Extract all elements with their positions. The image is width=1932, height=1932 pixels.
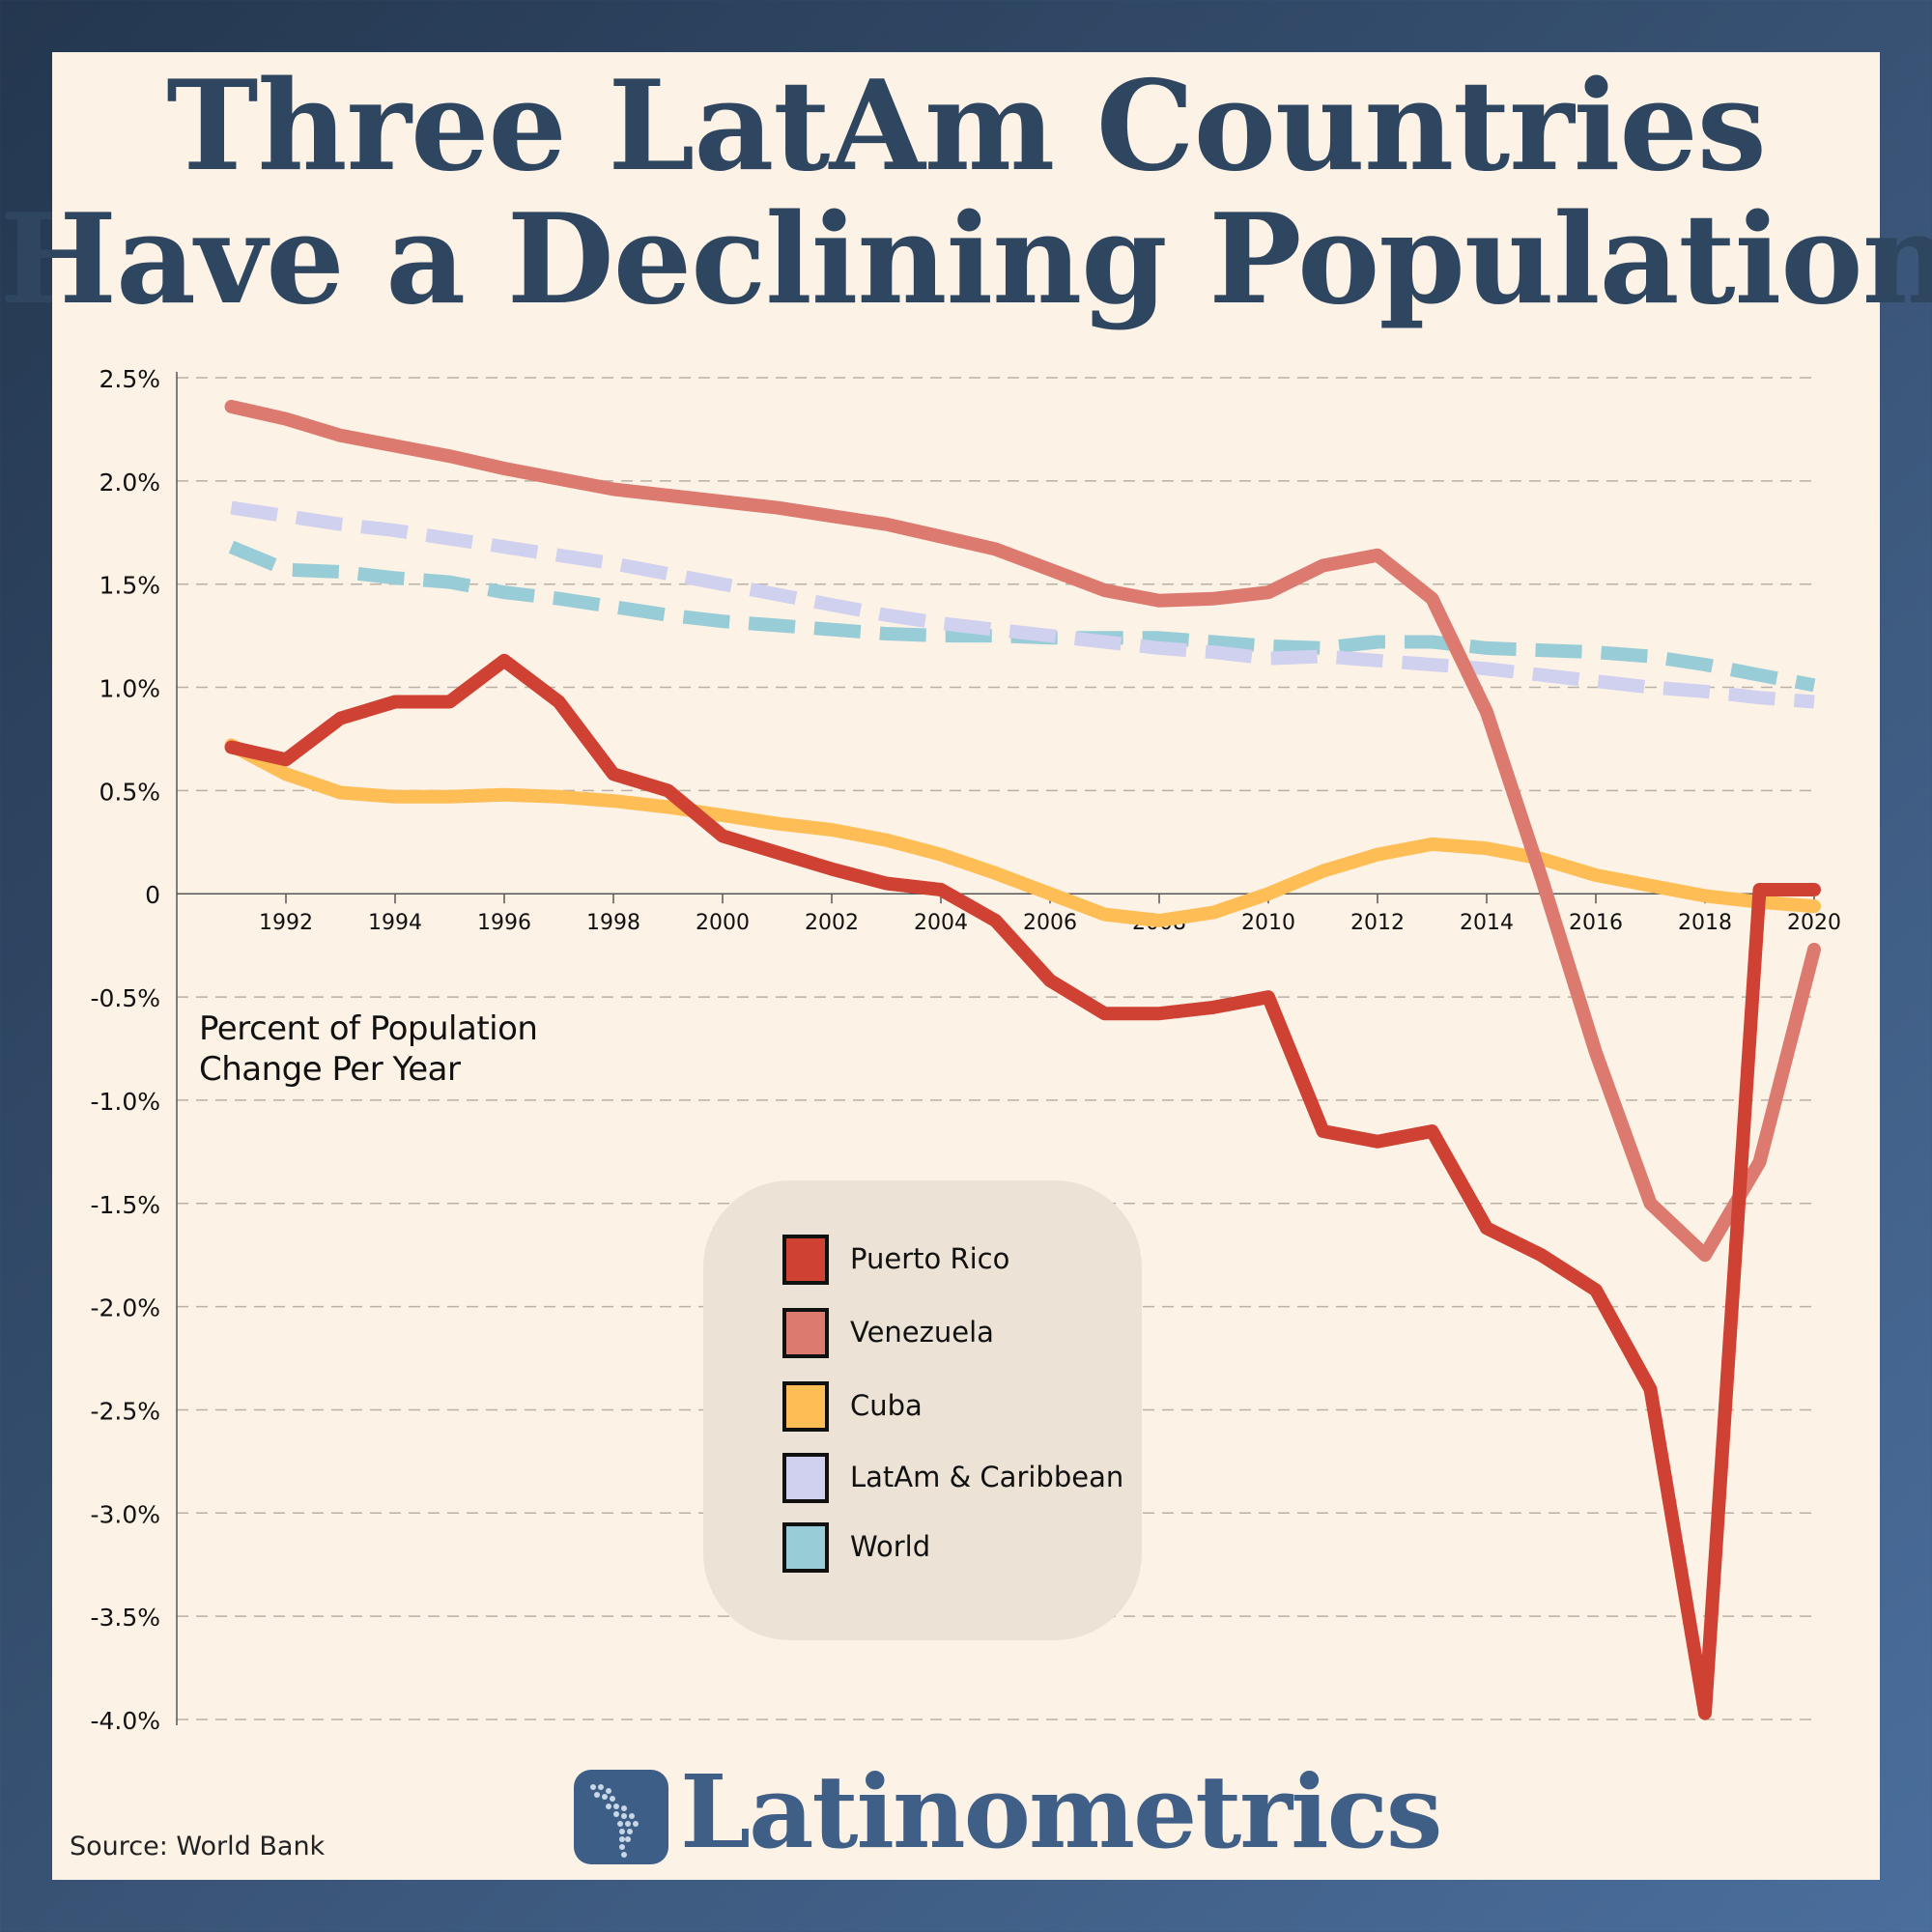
series-line-puerto-rico — [224, 653, 1821, 1720]
y-tick-label: 2.5% — [99, 365, 160, 393]
y-tick-label: -0.5% — [90, 984, 160, 1012]
x-tick-label: 1992 — [259, 911, 313, 935]
legend-item-cuba: Cuba — [782, 1381, 1140, 1439]
legend-swatch-venezuela — [782, 1308, 829, 1358]
x-tick-label: 2000 — [696, 911, 750, 935]
y-tick-label: -3.0% — [90, 1500, 160, 1528]
legend-swatch-world — [782, 1522, 829, 1573]
title-line-2: Have a Declining Population — [0, 187, 1932, 332]
y-tick-label: -3.5% — [90, 1604, 160, 1632]
legend-label-cuba: Cuba — [850, 1389, 923, 1422]
x-tick-label: 2004 — [914, 911, 968, 935]
legend-swatch-cuba — [782, 1381, 829, 1432]
x-tick-label: 2016 — [1569, 911, 1623, 935]
chart-title: Three LatAm Countries Have a Declining P… — [0, 60, 1932, 327]
legend-label-world: World — [850, 1530, 931, 1563]
y-tick-label: 0.5% — [99, 778, 160, 806]
x-tick-label: 2006 — [1023, 911, 1077, 935]
y-tick-label: 1.0% — [99, 675, 160, 703]
x-tick-label: 1994 — [368, 911, 422, 935]
x-tick-label: 2014 — [1460, 911, 1514, 935]
x-tick-label: 1998 — [586, 911, 640, 935]
x-tick-label: 2020 — [1787, 911, 1841, 935]
x-tick-label: 2018 — [1678, 911, 1732, 935]
series-line-latam-caribbean — [230, 500, 1815, 709]
series-line-venezuela — [224, 399, 1821, 1263]
legend-item-puerto-rico: Puerto Rico — [782, 1235, 1140, 1293]
legend-label-puerto-rico: Puerto Rico — [850, 1242, 1010, 1275]
legend-item-latam-caribbean: LatAm & Caribbean — [782, 1453, 1140, 1511]
series-line-cuba — [224, 738, 1821, 927]
brand-name: Latinometrics — [680, 1752, 1442, 1871]
series-lines — [224, 399, 1821, 1720]
legend: Puerto Rico Venezuela Cuba LatAm & Carib… — [703, 1180, 1142, 1640]
y-tick-label: -1.5% — [90, 1191, 160, 1219]
series-line-world — [228, 540, 1816, 693]
y-tick-label: -2.5% — [90, 1397, 160, 1425]
y-tick-label: 2.0% — [99, 469, 160, 497]
legend-item-venezuela: Venezuela — [782, 1308, 1140, 1366]
grid-lines — [177, 377, 1816, 1720]
y-axis-label-line-1: Percent of Population — [199, 1009, 538, 1048]
legend-swatch-puerto-rico — [782, 1235, 829, 1285]
y-tick-label: -2.0% — [90, 1294, 160, 1322]
legend-label-venezuela: Venezuela — [850, 1316, 994, 1349]
y-axis-label-line-2: Change Per Year — [199, 1050, 461, 1089]
x-tick-label: 2002 — [805, 911, 859, 935]
y-tick-label: 1.5% — [99, 572, 160, 600]
y-axis-label: Percent of Population Change Per Year — [199, 1009, 538, 1090]
latin-america-map-icon — [574, 1770, 668, 1864]
x-tick-label: 2010 — [1241, 911, 1295, 935]
source-note: Source: World Bank — [70, 1832, 326, 1861]
legend-swatch-latam-caribbean — [782, 1453, 829, 1503]
y-tick-label: -1.0% — [90, 1088, 160, 1116]
title-line-1: Three LatAm Countries — [166, 54, 1767, 199]
x-tick-label: 2012 — [1350, 911, 1405, 935]
x-tick-label: 1996 — [477, 911, 531, 935]
y-tick-label: 0 — [145, 881, 160, 909]
y-tick-label: -4.0% — [90, 1707, 160, 1735]
legend-item-world: World — [782, 1522, 1140, 1580]
legend-label-latam-caribbean: LatAm & Caribbean — [850, 1461, 1124, 1493]
